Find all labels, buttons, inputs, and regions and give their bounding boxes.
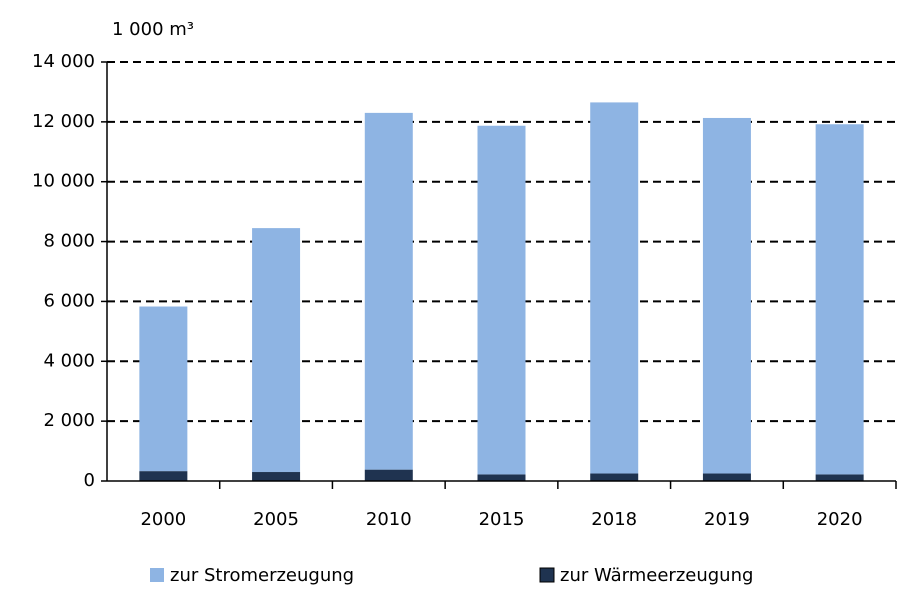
x-tick-label: 2018 [591, 509, 637, 530]
legend-label: zur Wärmeerzeugung [560, 565, 753, 586]
bar-segment [364, 469, 413, 481]
x-tick-label: 2020 [817, 509, 863, 530]
x-tick-label: 2005 [253, 509, 299, 530]
bar-segment [702, 117, 751, 474]
y-tick-label: 6 000 [43, 290, 95, 311]
bar-segment [590, 473, 639, 481]
y-axis-label: 1 000 m³ [112, 19, 194, 40]
bar-segment [252, 228, 301, 473]
bar-segment [364, 112, 413, 470]
bar-segment [139, 306, 188, 472]
bar-segment [477, 474, 526, 481]
bar-segment [702, 473, 751, 481]
y-tick-label: 0 [84, 470, 95, 491]
legend-swatch [150, 568, 164, 582]
x-tick-label: 2000 [140, 509, 186, 530]
y-tick-label: 2 000 [43, 410, 95, 431]
bar-segment [139, 471, 188, 481]
bar-segment [252, 472, 301, 481]
y-tick-label: 12 000 [32, 111, 95, 132]
bar-segment [477, 125, 526, 475]
legend-label: zur Stromerzeugung [170, 565, 354, 586]
x-tick-label: 2015 [479, 509, 525, 530]
y-tick-label: 14 000 [32, 51, 95, 72]
bar-segment [815, 474, 864, 481]
y-tick-label: 4 000 [43, 350, 95, 371]
bar-segment [815, 124, 864, 475]
x-tick-label: 2010 [366, 509, 412, 530]
y-tick-label: 10 000 [32, 171, 95, 192]
x-tick-label: 2019 [704, 509, 750, 530]
legend-swatch [539, 567, 555, 583]
y-tick-label: 8 000 [43, 231, 95, 252]
bar-segment [590, 102, 639, 474]
